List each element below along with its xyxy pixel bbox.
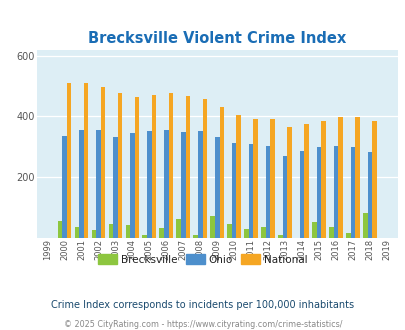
Bar xyxy=(337,117,342,238)
Bar xyxy=(362,213,367,238)
Bar xyxy=(100,86,105,238)
Bar xyxy=(176,219,181,238)
Text: © 2025 CityRating.com - https://www.cityrating.com/crime-statistics/: © 2025 CityRating.com - https://www.city… xyxy=(64,319,341,329)
Bar xyxy=(260,227,265,238)
Bar xyxy=(164,130,168,238)
Bar xyxy=(185,96,190,238)
Bar xyxy=(181,132,185,238)
Bar xyxy=(79,130,83,238)
Bar xyxy=(367,152,371,238)
Bar xyxy=(168,93,173,238)
Bar xyxy=(193,235,198,238)
Bar xyxy=(75,227,79,238)
Bar xyxy=(83,83,88,238)
Bar xyxy=(316,148,320,238)
Bar xyxy=(159,228,164,238)
Bar xyxy=(320,121,325,238)
Bar xyxy=(92,230,96,238)
Bar xyxy=(282,156,287,238)
Bar xyxy=(151,95,156,238)
Bar xyxy=(219,107,224,238)
Bar xyxy=(270,119,274,238)
Text: Crime Index corresponds to incidents per 100,000 inhabitants: Crime Index corresponds to incidents per… xyxy=(51,300,354,310)
Bar xyxy=(210,216,214,238)
Bar xyxy=(130,133,134,238)
Bar xyxy=(198,131,202,238)
Bar xyxy=(202,99,207,238)
Bar xyxy=(214,137,219,238)
Bar xyxy=(142,235,147,238)
Bar xyxy=(328,227,333,238)
Bar xyxy=(62,136,67,238)
Bar xyxy=(304,124,308,238)
Bar xyxy=(58,221,62,238)
Bar xyxy=(96,130,100,238)
Bar xyxy=(134,97,139,238)
Bar xyxy=(354,117,359,238)
Bar xyxy=(67,83,71,238)
Bar xyxy=(117,93,122,238)
Bar xyxy=(299,151,304,238)
Bar xyxy=(113,138,117,238)
Bar xyxy=(125,225,130,238)
Bar xyxy=(244,229,248,238)
Bar xyxy=(287,127,291,238)
Bar xyxy=(265,146,270,238)
Bar xyxy=(277,235,282,238)
Bar xyxy=(108,224,113,238)
Bar xyxy=(227,224,231,238)
Legend: Brecksville, Ohio, National: Brecksville, Ohio, National xyxy=(94,250,311,269)
Bar xyxy=(231,143,236,238)
Bar xyxy=(248,144,253,238)
Bar xyxy=(253,119,257,238)
Title: Brecksville Violent Crime Index: Brecksville Violent Crime Index xyxy=(88,31,345,46)
Bar xyxy=(371,121,376,238)
Bar xyxy=(311,222,316,238)
Bar xyxy=(333,146,337,238)
Bar xyxy=(350,147,354,238)
Bar xyxy=(147,131,151,238)
Bar xyxy=(236,115,241,238)
Bar xyxy=(345,233,350,238)
